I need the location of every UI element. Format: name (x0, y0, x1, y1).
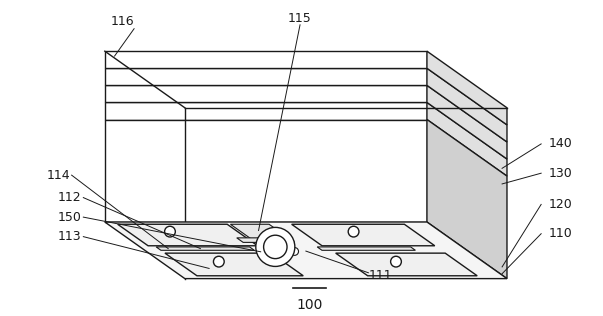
Polygon shape (427, 68, 507, 142)
Text: 112: 112 (58, 191, 81, 204)
Text: 111: 111 (368, 269, 392, 282)
Text: 115: 115 (288, 12, 312, 26)
Polygon shape (427, 85, 507, 159)
Polygon shape (427, 51, 507, 125)
Circle shape (213, 256, 224, 267)
Polygon shape (237, 238, 269, 242)
Text: 100: 100 (297, 298, 323, 312)
Circle shape (165, 226, 175, 237)
Circle shape (391, 256, 402, 267)
Polygon shape (336, 253, 477, 276)
Circle shape (256, 228, 295, 266)
Text: 150: 150 (58, 211, 82, 224)
Text: 140: 140 (549, 137, 573, 150)
Polygon shape (427, 102, 507, 176)
Text: 120: 120 (549, 198, 573, 211)
Polygon shape (292, 224, 435, 246)
Text: 114: 114 (46, 169, 70, 182)
Text: 116: 116 (110, 15, 134, 28)
Polygon shape (105, 119, 427, 222)
Polygon shape (105, 51, 427, 68)
Text: 130: 130 (549, 167, 573, 180)
Polygon shape (262, 238, 295, 242)
Text: 110: 110 (549, 227, 573, 240)
Polygon shape (317, 247, 415, 250)
Polygon shape (105, 222, 507, 279)
Polygon shape (230, 224, 290, 239)
Polygon shape (165, 253, 303, 276)
Circle shape (291, 247, 298, 255)
Circle shape (348, 226, 359, 237)
Text: 113: 113 (58, 230, 81, 243)
Polygon shape (105, 68, 427, 85)
Polygon shape (105, 102, 427, 119)
Circle shape (264, 235, 287, 258)
Polygon shape (105, 85, 427, 102)
Polygon shape (156, 247, 254, 250)
Polygon shape (118, 224, 257, 246)
Polygon shape (427, 119, 507, 279)
